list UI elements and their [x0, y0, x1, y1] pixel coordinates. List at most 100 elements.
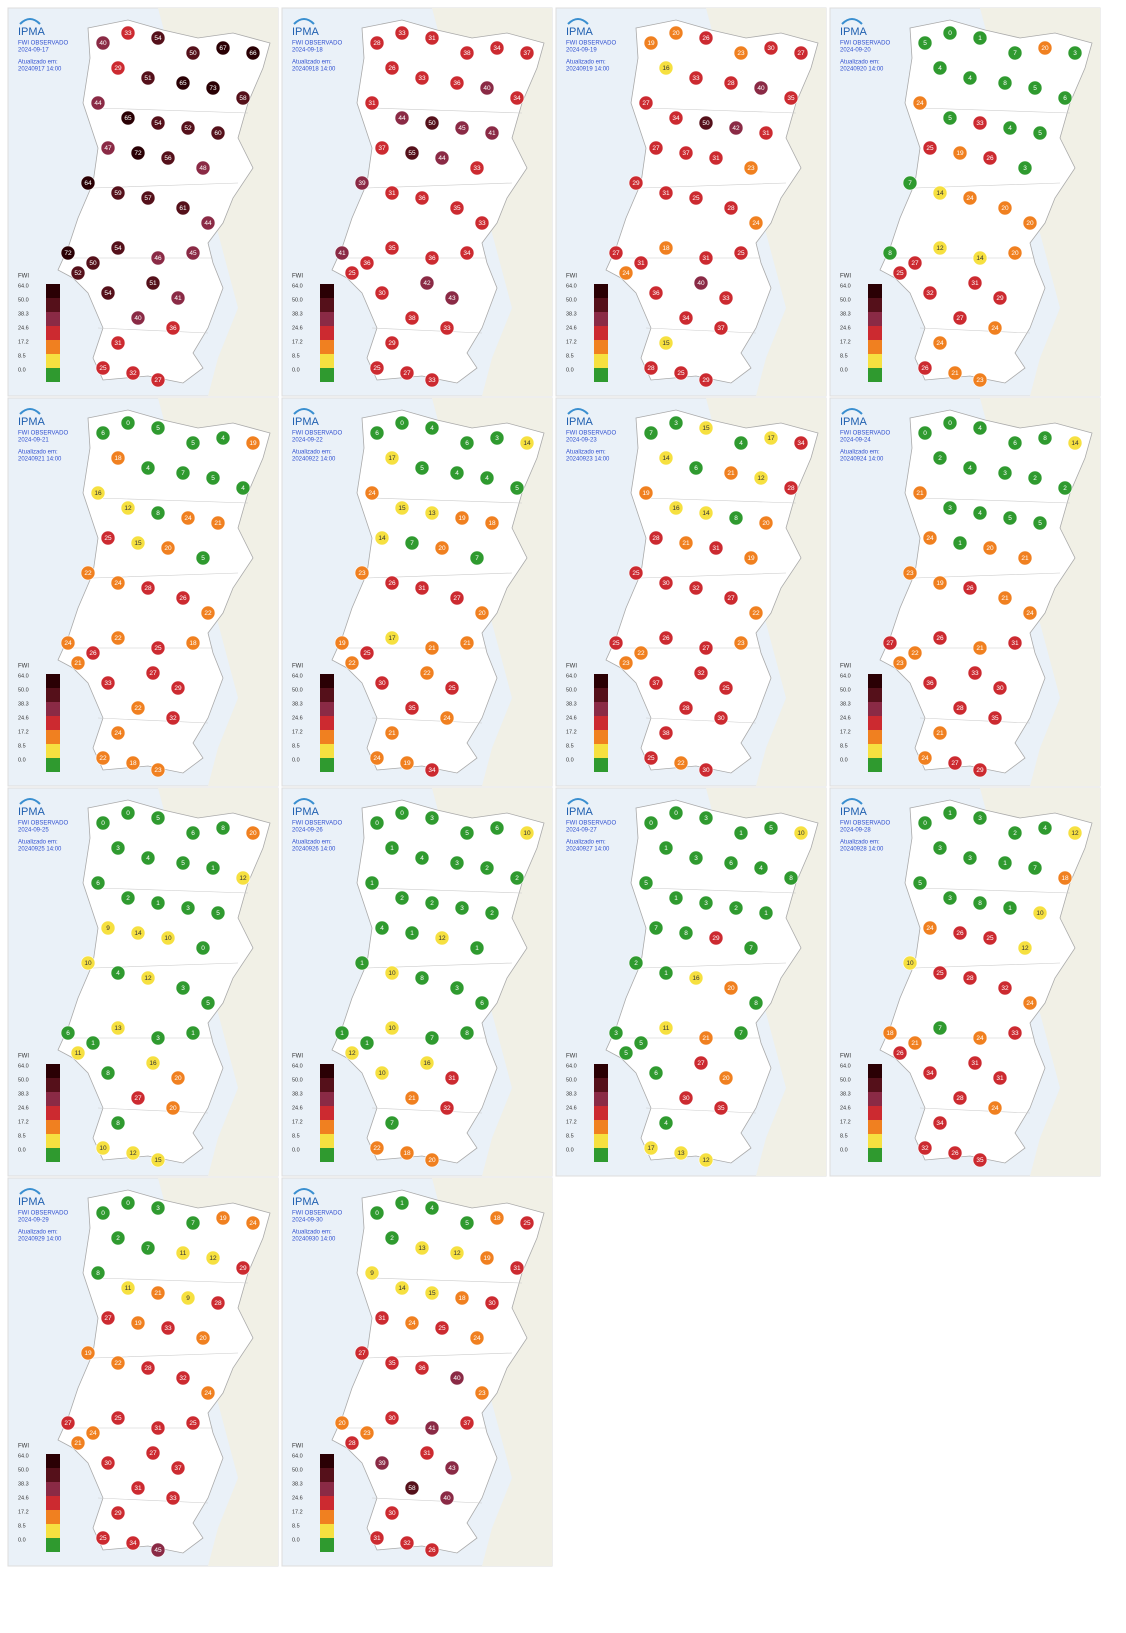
- station-value: 26: [921, 365, 929, 372]
- station-marker: [110, 1410, 126, 1426]
- station-value: 36: [428, 255, 436, 262]
- station-value: 20: [1026, 220, 1034, 227]
- station-value: 6: [1063, 95, 1067, 102]
- station-value: 7: [1033, 865, 1037, 872]
- station-value: 31: [423, 1450, 431, 1457]
- legend-label: 64.0: [18, 1453, 29, 1459]
- station-marker: [175, 855, 191, 871]
- station-marker: [1002, 120, 1018, 136]
- station-marker: [1027, 860, 1043, 876]
- station-value: 32: [179, 1375, 187, 1382]
- legend-swatch: [320, 1134, 334, 1148]
- station-value: 36: [453, 80, 461, 87]
- station-marker: [195, 550, 211, 566]
- legend-title: FWI: [18, 1054, 29, 1060]
- station-value: 2: [490, 910, 494, 917]
- station-value: 2: [1033, 475, 1037, 482]
- station-value: 33: [443, 325, 451, 332]
- station-value: 8: [789, 875, 793, 882]
- station-value: 73: [209, 85, 217, 92]
- station-marker: [972, 30, 988, 46]
- station-value: 20: [164, 545, 172, 552]
- station-marker: [424, 1030, 440, 1046]
- station-marker: [723, 980, 739, 996]
- station-marker: [932, 1115, 948, 1131]
- station-value: 4: [968, 75, 972, 82]
- station-marker: [643, 360, 659, 376]
- station-value: 20: [1041, 45, 1049, 52]
- updated-label: Atualizado em:: [18, 1230, 58, 1236]
- station-value: 26: [388, 65, 396, 72]
- station-value: 24: [114, 580, 122, 587]
- station-value: 4: [978, 425, 982, 432]
- station-value: 31: [114, 340, 122, 347]
- legend-swatch: [594, 368, 608, 382]
- legend-label: 64.0: [292, 673, 303, 679]
- station-value: 1: [978, 35, 982, 42]
- district-borders: [342, 1277, 523, 1504]
- legend-swatch: [594, 1134, 608, 1148]
- station-value: 21: [154, 1290, 162, 1297]
- station-value: 34: [463, 250, 471, 257]
- station-marker: [643, 35, 659, 51]
- station-marker: [922, 675, 938, 691]
- station-marker: [479, 80, 495, 96]
- station-marker: [110, 965, 126, 981]
- station-marker: [643, 815, 659, 831]
- station-value: 44: [204, 220, 212, 227]
- legend-label: 8.5: [18, 1523, 26, 1529]
- station-value: 14: [1071, 440, 1079, 447]
- station-value: 17: [388, 455, 396, 462]
- station-marker: [369, 815, 385, 831]
- updated-label: Atualizado em:: [292, 450, 332, 456]
- station-value: 1: [340, 1030, 344, 1037]
- station-value: 16: [94, 490, 102, 497]
- station-value: 25: [677, 370, 685, 377]
- updated: 20240930 14:00: [292, 1237, 336, 1243]
- station-value: 21: [936, 730, 944, 737]
- station-value: 15: [398, 505, 406, 512]
- station-value: 6: [101, 430, 105, 437]
- station-value: 50: [428, 120, 436, 127]
- station-marker: [120, 25, 136, 41]
- station-marker: [210, 905, 226, 921]
- station-marker: [783, 90, 799, 106]
- station-marker: [369, 1205, 385, 1221]
- legend-label: 38.3: [18, 1091, 29, 1097]
- station-value: 25: [99, 1535, 107, 1542]
- station-value: 19: [403, 760, 411, 767]
- station-marker: [434, 930, 450, 946]
- legend-swatch: [868, 716, 882, 730]
- station-value: 5: [1008, 515, 1012, 522]
- station-marker: [1032, 905, 1048, 921]
- legend-label: 64.0: [18, 673, 29, 679]
- legend-label: 24.6: [292, 715, 303, 721]
- station-marker: [110, 1355, 126, 1371]
- station-marker: [519, 1215, 535, 1231]
- station-value: 18: [488, 520, 496, 527]
- station-marker: [419, 1055, 435, 1071]
- station-marker: [932, 965, 948, 981]
- station-marker: [708, 150, 724, 166]
- station-value: 58: [239, 95, 247, 102]
- station-value: 23: [747, 165, 755, 172]
- station-value: 8: [888, 250, 892, 257]
- legend-swatch: [594, 1106, 608, 1120]
- station-value: 16: [662, 65, 670, 72]
- station-value: 7: [146, 1245, 150, 1252]
- station-value: 31: [513, 1265, 521, 1272]
- station-marker: [394, 1280, 410, 1296]
- legend-label: 0.0: [566, 757, 574, 763]
- station-value: 33: [1011, 1030, 1019, 1037]
- station-marker: [424, 372, 440, 388]
- station-value: 30: [682, 1095, 690, 1102]
- station-marker: [374, 920, 390, 936]
- station-marker: [160, 930, 176, 946]
- date: 2024-09-20: [840, 48, 871, 54]
- station-marker: [404, 925, 420, 941]
- station-value: 29: [388, 340, 396, 347]
- legend-swatch: [46, 730, 60, 744]
